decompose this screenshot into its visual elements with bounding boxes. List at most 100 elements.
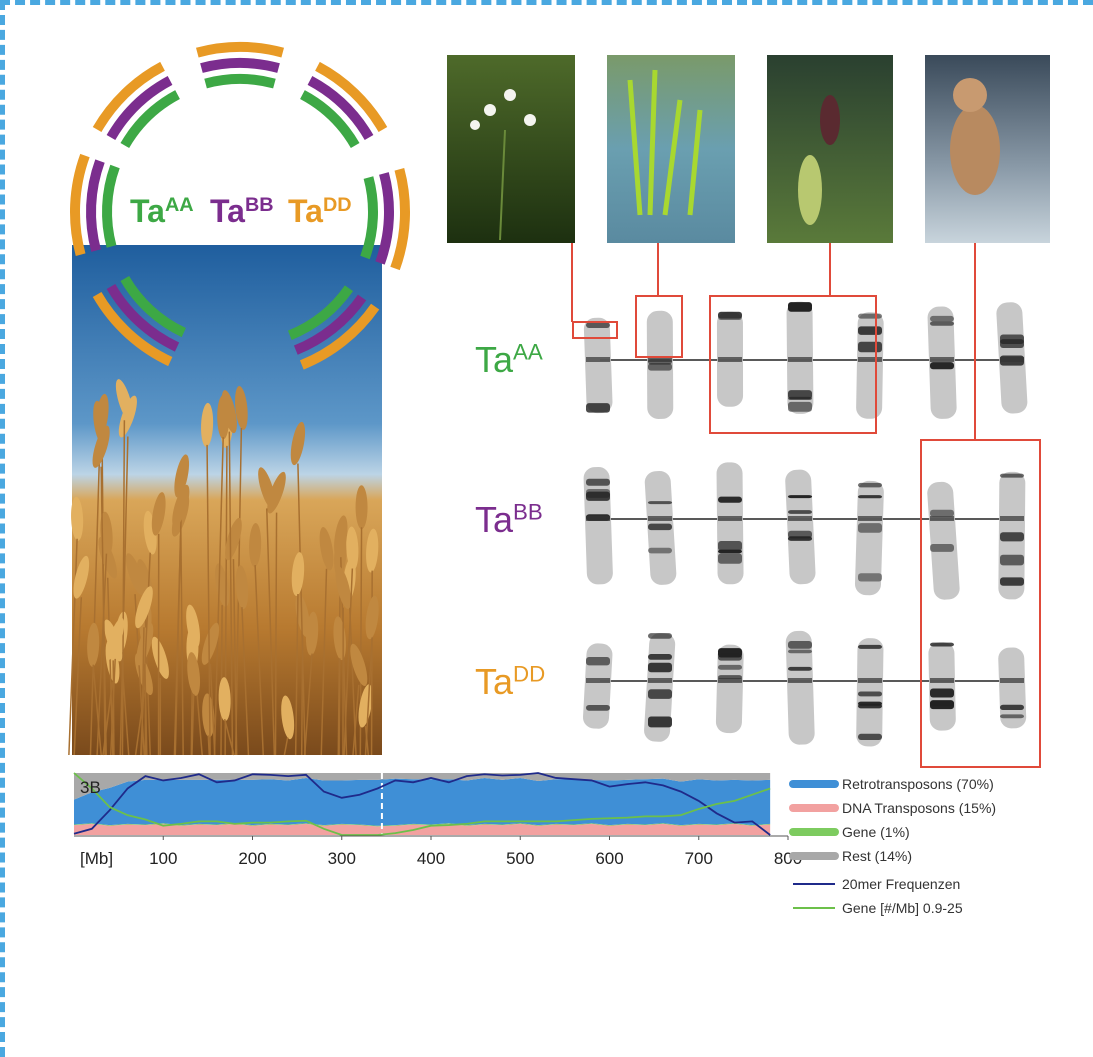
- chromosome-band: [648, 663, 672, 672]
- chromosome-band: [648, 363, 672, 371]
- chromosome-band: [930, 544, 954, 552]
- chromosome-band: [788, 510, 812, 514]
- chromosome-band: [858, 523, 882, 533]
- chromosome-band: [930, 701, 954, 710]
- chromosome-band: [1000, 532, 1024, 541]
- chromosome-band: [718, 541, 742, 551]
- centromere-band: [788, 678, 812, 683]
- centromere-band: [1000, 516, 1024, 521]
- genome-arc: [75, 156, 85, 255]
- chromosome-band: [788, 397, 812, 400]
- photo-rice: [607, 55, 735, 243]
- stacked-area: [74, 778, 770, 826]
- chromosome: [928, 642, 956, 731]
- legend-label: Retrotransposons (70%): [842, 776, 994, 792]
- x-tick-label: 500: [506, 849, 534, 868]
- wheat-stem: [208, 735, 209, 755]
- genome-name: Ta: [475, 661, 514, 702]
- centromere-band: [718, 516, 742, 521]
- centromere-band: [858, 678, 882, 683]
- chromosome-band: [1000, 339, 1024, 348]
- x-tick-label: 100: [149, 849, 177, 868]
- chromosome: [584, 317, 613, 413]
- centromere-band: [788, 357, 812, 362]
- genome-name: Ta: [130, 193, 165, 229]
- chromosome-band: [930, 688, 954, 697]
- legend-label: Rest (14%): [842, 848, 912, 864]
- centromere-band: [858, 357, 882, 362]
- chromosome-band: [858, 483, 882, 487]
- chromosome-band: [788, 302, 812, 312]
- chromosomes: [582, 302, 1028, 747]
- ring-label: TaDD: [288, 193, 352, 229]
- centromere-band: [788, 516, 812, 521]
- chromosome-band: [718, 665, 742, 670]
- chromosome-band: [930, 362, 954, 369]
- genome-sub: AA: [165, 194, 194, 216]
- x-tick-label: 200: [238, 849, 266, 868]
- chromosome-band: [648, 654, 672, 660]
- chromosome-band: [930, 322, 954, 326]
- genome-arc: [206, 79, 275, 84]
- page: {"genomes": [ {"name": "Ta", "sub": "AA"…: [0, 0, 1093, 1057]
- centromere-band: [718, 357, 742, 362]
- legend-label: Gene (1%): [842, 824, 910, 840]
- chromosome-band: [930, 510, 954, 517]
- x-axis-label: [Mb]: [80, 849, 113, 868]
- x-tick-label: 300: [328, 849, 356, 868]
- figure: TaAATaBBTaDDTaAATaBBTaDD 3B1002003004005…: [0, 0, 1093, 1057]
- chromosome-band: [648, 524, 672, 531]
- chromosome-band: [718, 497, 742, 503]
- chromosome-band: [858, 734, 882, 740]
- genome-name: Ta: [475, 339, 514, 380]
- chromosome-band: [930, 316, 954, 322]
- genome-arc: [317, 66, 382, 129]
- chromosome-band: [788, 536, 812, 541]
- chromosome-band: [858, 573, 882, 581]
- genome-sub: DD: [323, 194, 352, 216]
- row-label: TaBB: [475, 499, 543, 540]
- chromosome-band: [1000, 705, 1024, 710]
- chromosome-band: [1000, 474, 1024, 478]
- chromosome-band: [648, 689, 672, 699]
- chromosome-band: [648, 717, 672, 728]
- genome-arc: [395, 169, 405, 268]
- chromosome-band: [788, 667, 812, 671]
- centromere-band: [586, 357, 610, 362]
- genome-sub: BB: [245, 194, 274, 216]
- chromosome-band: [586, 705, 610, 711]
- genome-arc: [365, 178, 373, 258]
- row-label: TaDD: [475, 661, 545, 702]
- centromere-band: [648, 678, 672, 683]
- centromere-band: [930, 357, 954, 362]
- centromere-band: [930, 516, 954, 521]
- x-tick-label: 400: [417, 849, 445, 868]
- legend-label: DNA Transposons (15%): [842, 800, 996, 816]
- chromosome: [785, 469, 816, 585]
- chromosome-band: [788, 495, 812, 498]
- chromosome-band: [648, 501, 672, 504]
- legend-label: 20mer Frequenzen: [842, 876, 960, 892]
- genome-arc: [201, 63, 278, 68]
- chromosome-band: [1000, 555, 1024, 566]
- row-label: TaAA: [475, 339, 543, 380]
- wheat-stem: [339, 658, 340, 755]
- centromere-band: [1000, 678, 1024, 683]
- genome-arc: [380, 173, 389, 263]
- chromosome-band: [718, 553, 742, 563]
- chromosome-band: [648, 548, 672, 554]
- chromosome-band: [788, 650, 812, 654]
- centromere-band: [648, 516, 672, 521]
- centromere-band: [586, 678, 610, 683]
- genome-name: Ta: [475, 499, 514, 540]
- chromosome-band: [858, 691, 882, 696]
- chromosome-band: [858, 314, 882, 319]
- legend-label: Gene [#/Mb] 0.9-25: [842, 900, 963, 916]
- chromosome-band: [858, 645, 882, 649]
- chromosome-band: [718, 654, 742, 661]
- chromosome-band: [586, 479, 610, 486]
- genome-arc: [107, 167, 115, 247]
- photo-maize: [767, 55, 893, 243]
- chromosome-band: [788, 641, 812, 649]
